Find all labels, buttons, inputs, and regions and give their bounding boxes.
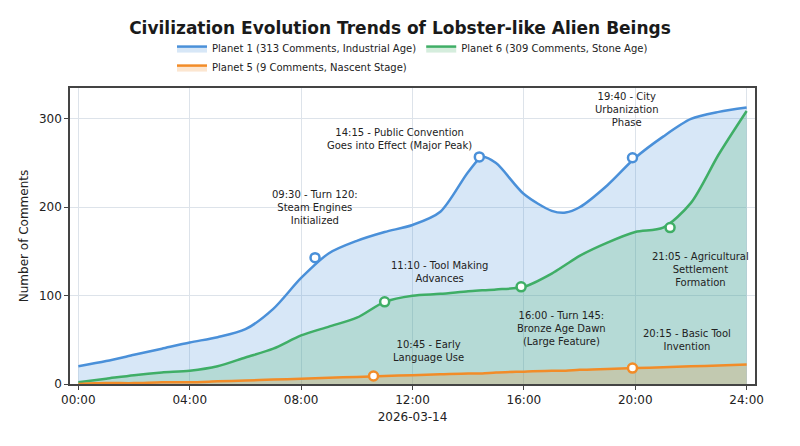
svg-text:20:15 - Basic ToolInvention: 20:15 - Basic ToolInvention bbox=[643, 328, 731, 352]
svg-text:100: 100 bbox=[39, 289, 62, 303]
svg-text:Number of Comments: Number of Comments bbox=[17, 170, 31, 302]
svg-text:04:00: 04:00 bbox=[172, 393, 207, 407]
svg-text:11:10 - Tool MakingAdvances: 11:10 - Tool MakingAdvances bbox=[391, 260, 488, 284]
svg-text:10:45 - EarlyLanguage Use: 10:45 - EarlyLanguage Use bbox=[393, 339, 464, 363]
svg-text:2026-03-14: 2026-03-14 bbox=[378, 410, 448, 424]
svg-text:300: 300 bbox=[39, 112, 62, 126]
svg-text:16:00 - Turn 145:Bronze Age Da: 16:00 - Turn 145:Bronze Age Dawn(Large F… bbox=[517, 310, 606, 347]
svg-text:Planet 5 (9 Comments, Nascent: Planet 5 (9 Comments, Nascent Stage) bbox=[212, 62, 407, 73]
svg-text:24:00: 24:00 bbox=[729, 393, 764, 407]
svg-text:0: 0 bbox=[54, 377, 62, 391]
svg-text:08:00: 08:00 bbox=[284, 393, 319, 407]
svg-text:Planet 1 (313 Comments, Indust: Planet 1 (313 Comments, Industrial Age) bbox=[212, 43, 416, 54]
svg-text:00:00: 00:00 bbox=[61, 393, 96, 407]
svg-text:Planet 6 (309 Comments, Stone: Planet 6 (309 Comments, Stone Age) bbox=[461, 43, 647, 54]
svg-text:19:40 - CityUrbanizationPhase: 19:40 - CityUrbanizationPhase bbox=[595, 91, 659, 128]
svg-text:14:15 - Public ConventionGoes: 14:15 - Public ConventionGoes into Effec… bbox=[327, 127, 472, 151]
svg-text:21:05 - AgriculturalSettlement: 21:05 - AgriculturalSettlementFormation bbox=[652, 251, 749, 288]
svg-text:200: 200 bbox=[39, 200, 62, 214]
svg-text:12:00: 12:00 bbox=[395, 393, 430, 407]
svg-text:09:30 - Turn 120:Steam Engines: 09:30 - Turn 120:Steam EnginesInitialize… bbox=[272, 189, 358, 226]
svg-text:16:00: 16:00 bbox=[507, 393, 542, 407]
svg-text:20:00: 20:00 bbox=[618, 393, 653, 407]
svg-text:Civilization Evolution Trends: Civilization Evolution Trends of Lobster… bbox=[129, 18, 671, 38]
